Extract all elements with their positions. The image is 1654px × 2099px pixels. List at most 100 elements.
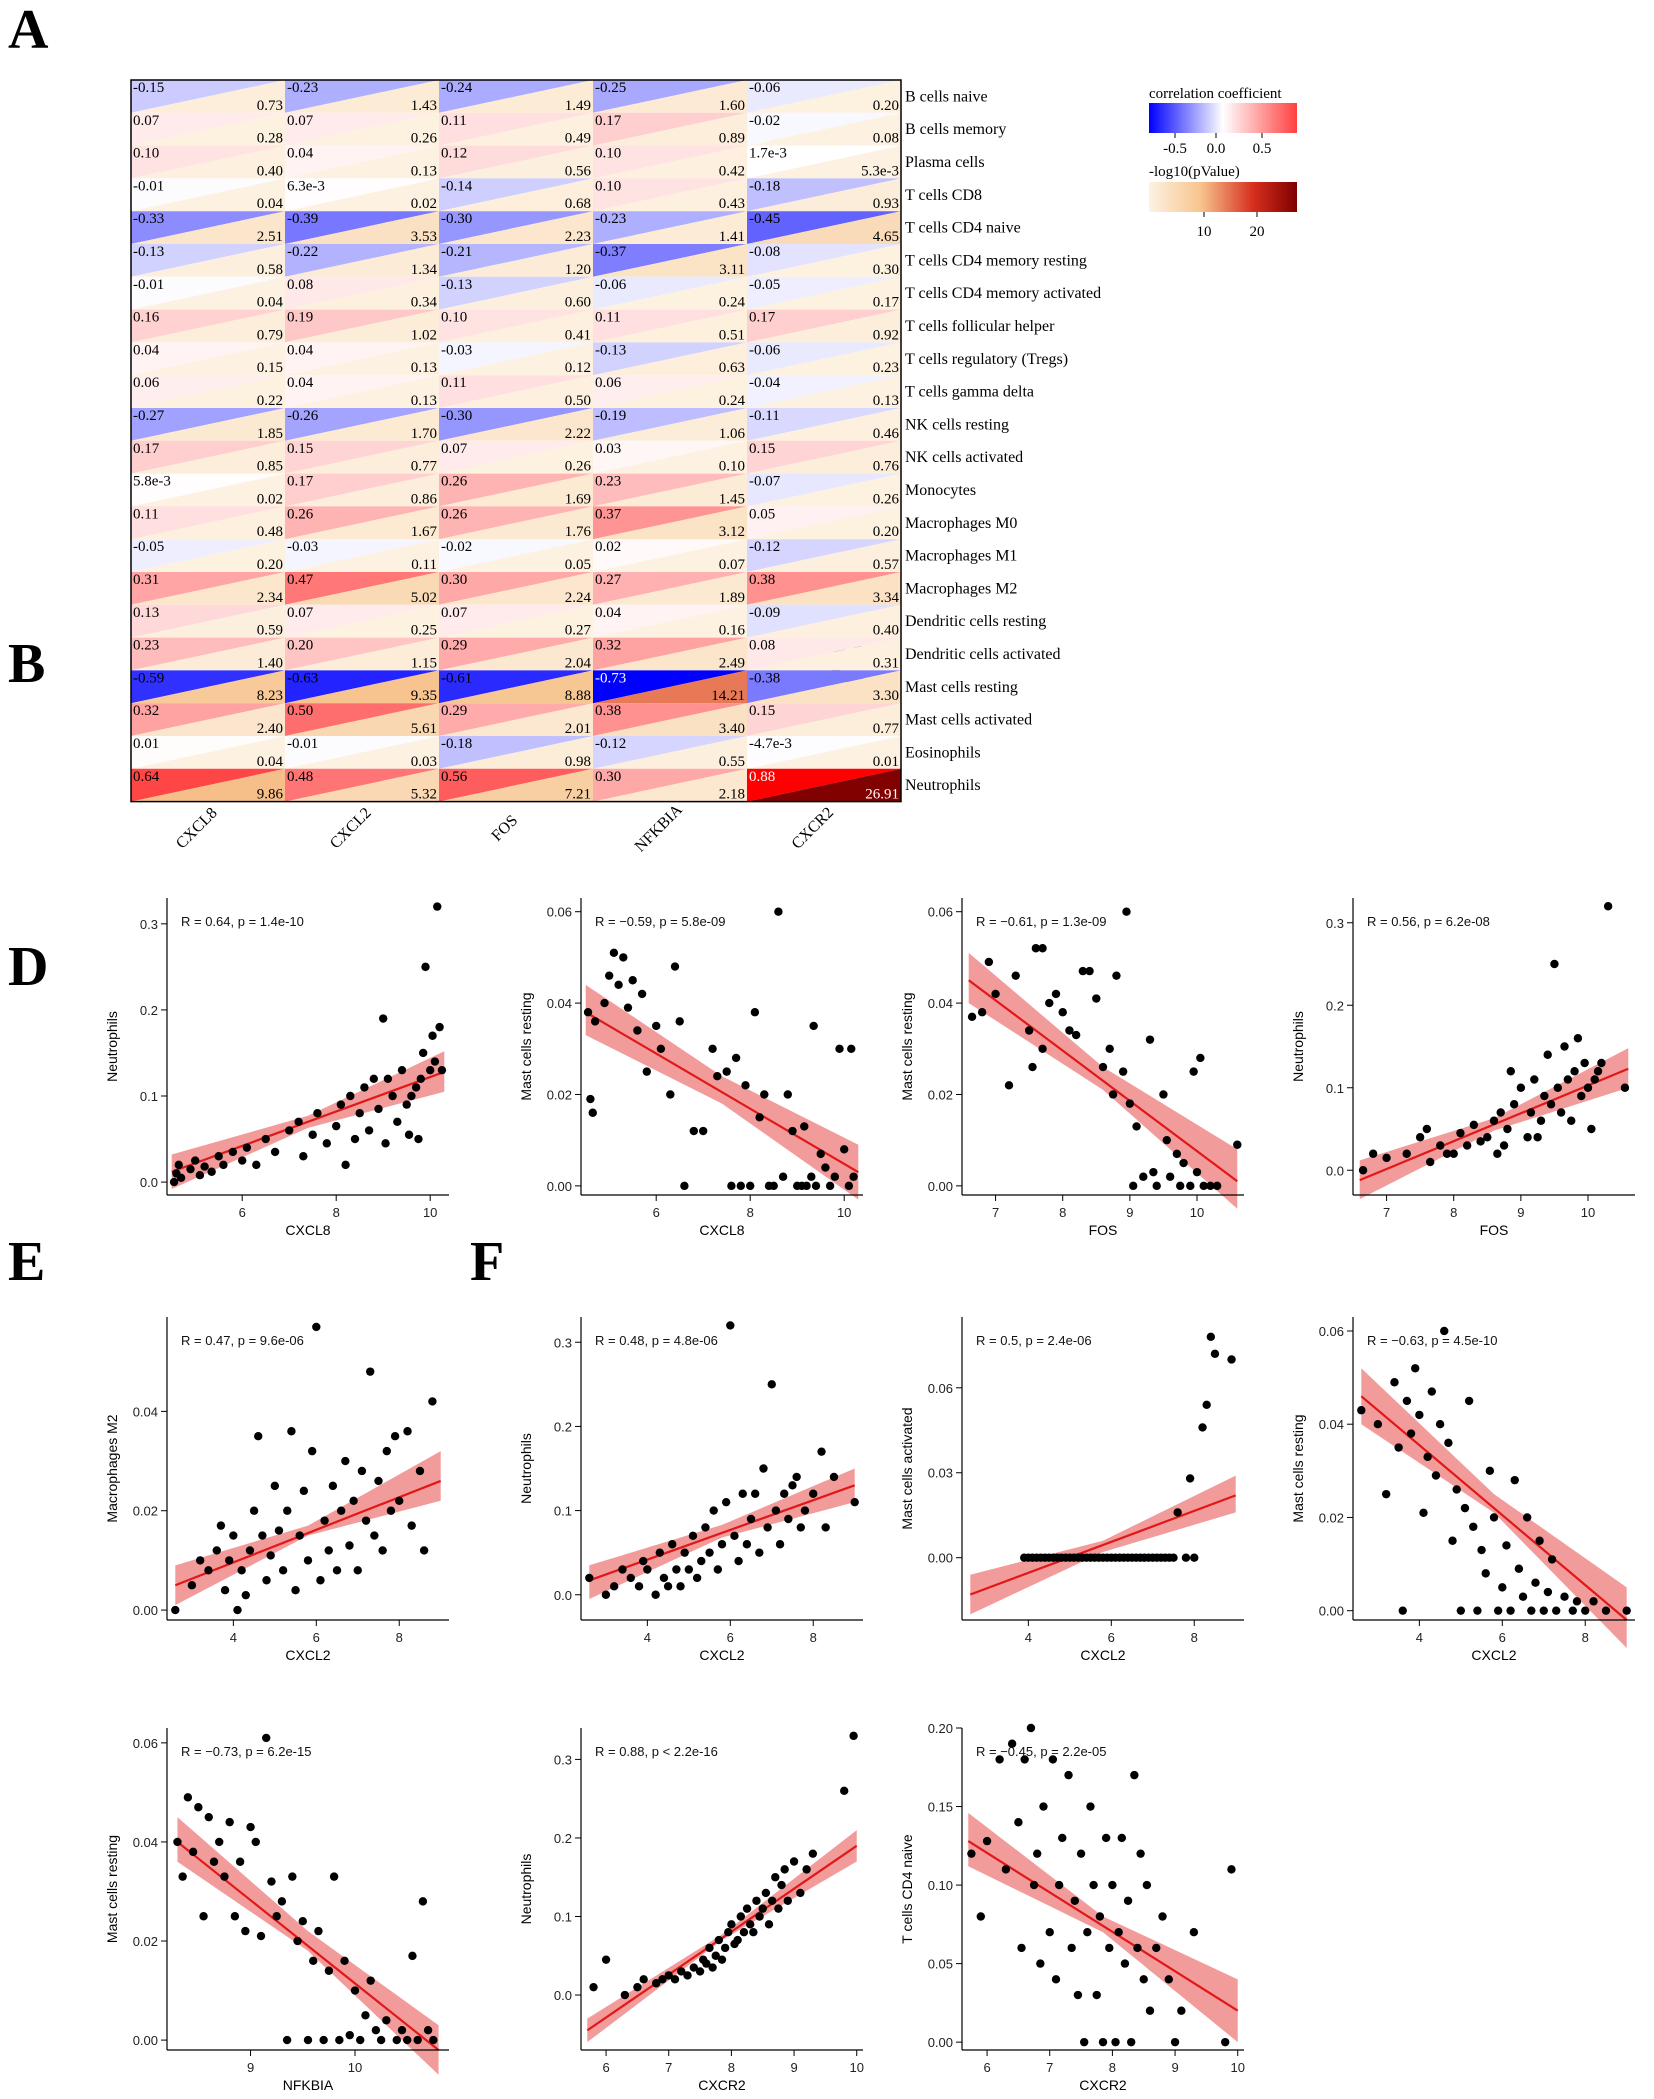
scatter-point: [320, 1516, 329, 1525]
heatmap-cell-pvalue: [285, 145, 439, 179]
scatter-point: [721, 1497, 731, 1507]
confidence-band: [171, 1051, 445, 1189]
scatter-point: [736, 1181, 745, 1191]
scatter-point: [407, 1521, 416, 1530]
heatmap-row-label: Monocytes: [905, 482, 976, 499]
y-axis-label: Mast cells resting: [899, 992, 915, 1100]
scatter-point: [849, 1172, 858, 1181]
scatter-plot-6: 4 6 8 0.0 0.1 0.2 0.3 CXCL2 Neutrophils R = 0.48,…: [518, 1317, 863, 1663]
heatmap-p-label: 1.60: [719, 98, 745, 114]
heatmap-p-label: 0.13: [873, 393, 899, 409]
scatter-point: [1206, 1332, 1216, 1342]
scatter-point: [251, 1837, 260, 1847]
scatter-point: [1540, 1091, 1549, 1101]
heatmap-cell-pvalue: [131, 408, 285, 441]
heatmap-r-label: 0.11: [441, 375, 467, 391]
heatmap-cell-pvalue: [285, 572, 439, 605]
heatmap-p-label: 0.02: [411, 196, 437, 212]
heatmap-p-label: 1.67: [411, 524, 438, 540]
scatter-point: [1133, 1943, 1142, 1953]
x-axis-label: FOS: [1480, 1222, 1509, 1238]
scatter-point: [1007, 1739, 1017, 1748]
scatter-point: [741, 1081, 750, 1090]
scatter-point: [1199, 1181, 1208, 1191]
scatter-point: [588, 1108, 597, 1117]
heatmap-p-label: 0.56: [565, 163, 592, 179]
x-tick-label: 8: [396, 1630, 403, 1645]
heatmap-column-label: FOS: [488, 812, 521, 845]
heatmap-cell-pvalue: [747, 473, 901, 507]
scatter-point: [1176, 1181, 1185, 1191]
heatmap-r-label: 0.08: [287, 277, 313, 293]
heatmap-p-label: 1.70: [411, 426, 437, 442]
scatter-point: [183, 1793, 193, 1802]
heatmap-cell-pvalue: [131, 80, 285, 113]
scatter-point: [1543, 1587, 1553, 1597]
scatter-point: [361, 2011, 370, 2020]
heatmap-cell-pvalue: [439, 604, 593, 638]
y-tick-label: 0.04: [133, 1404, 158, 1419]
heatmap-p-label: 0.07: [719, 557, 746, 573]
heatmap-p-label: 3.30: [873, 688, 899, 704]
heatmap-p-label: 26.91: [865, 787, 899, 803]
heatmap-r-label: -0.21: [441, 244, 472, 260]
scatter-point: [376, 2035, 386, 2045]
correlation-heatmap: -0.150.73-0.231.43-0.241.49-0.251.60-0.0…: [130, 79, 1101, 855]
scatter-point: [303, 2035, 313, 2045]
heatmap-r-label: 0.07: [133, 113, 160, 129]
scatter-point: [1038, 1044, 1047, 1053]
scatter-point: [692, 1573, 702, 1583]
scatter-point: [1026, 1723, 1036, 1733]
heatmap-row-label: B cells naive: [905, 88, 988, 105]
scatter-point: [1473, 1606, 1482, 1615]
heatmap-cell-correlation: [439, 572, 593, 605]
heatmap-p-label: 0.57: [873, 557, 900, 573]
heatmap-r-label: 0.17: [749, 310, 776, 326]
y-tick-label: 0.0: [554, 1588, 572, 1603]
scatter-point: [634, 1582, 644, 1591]
regression-line: [967, 1840, 1239, 2012]
scatter-point: [1373, 1420, 1383, 1429]
heatmap-cell-correlation: [439, 276, 593, 310]
heatmap-r-label: 0.38: [595, 703, 621, 719]
scatter-plot-5: 4 6 8 0.00 0.02 0.04 CXCL2 Macrophages M2 R = 0.…: [104, 1317, 449, 1663]
heatmap-p-label: 3.40: [719, 721, 745, 737]
scatter-point: [626, 1573, 635, 1583]
scatter-point: [713, 1072, 722, 1081]
heatmap-cell-correlation: [747, 604, 901, 638]
heatmap-cell-pvalue: [593, 440, 747, 474]
heatmap-p-label: 4.65: [873, 229, 899, 245]
scatter-point: [1064, 1770, 1073, 1780]
scatter-point: [429, 2035, 438, 2045]
heatmap-cell-pvalue: [439, 539, 593, 572]
scatter-point: [324, 1966, 334, 1975]
scatter-point: [777, 1880, 786, 1890]
heatmap-p-label: 2.22: [565, 426, 591, 442]
scatter-point: [241, 1926, 250, 1936]
heatmap-p-label: 1.34: [411, 262, 438, 278]
scatter-point: [800, 1122, 809, 1131]
heatmap-p-label: 7.21: [565, 787, 591, 803]
scatter-point: [609, 1582, 619, 1591]
scatter-point: [1080, 2037, 1089, 2047]
scatter-point: [220, 1872, 229, 1881]
heatmap-cell-pvalue: [747, 211, 901, 244]
scatter-point: [1526, 1108, 1536, 1117]
heatmap-r-label: 0.12: [441, 146, 467, 162]
scatter-point: [760, 1090, 769, 1099]
scatter-point: [1449, 1149, 1458, 1158]
heatmap-cell-pvalue: [439, 178, 593, 212]
scatter-point: [1597, 1058, 1606, 1068]
heatmap-p-label: 0.05: [565, 557, 591, 573]
scatter-point: [1227, 1355, 1236, 1364]
heatmap-r-label: 0.04: [133, 342, 160, 358]
scatter-point: [1423, 1452, 1432, 1462]
scatter-point: [1086, 1802, 1095, 1811]
heatmap-cell-pvalue: [285, 506, 439, 540]
scatter-point: [1469, 1120, 1479, 1130]
scatter-point: [1004, 1081, 1014, 1090]
heatmap-r-label: 0.32: [595, 638, 621, 654]
scatter-point: [174, 1160, 183, 1170]
scatter-point: [759, 1464, 768, 1473]
heatmap-cell-pvalue: [593, 637, 747, 671]
